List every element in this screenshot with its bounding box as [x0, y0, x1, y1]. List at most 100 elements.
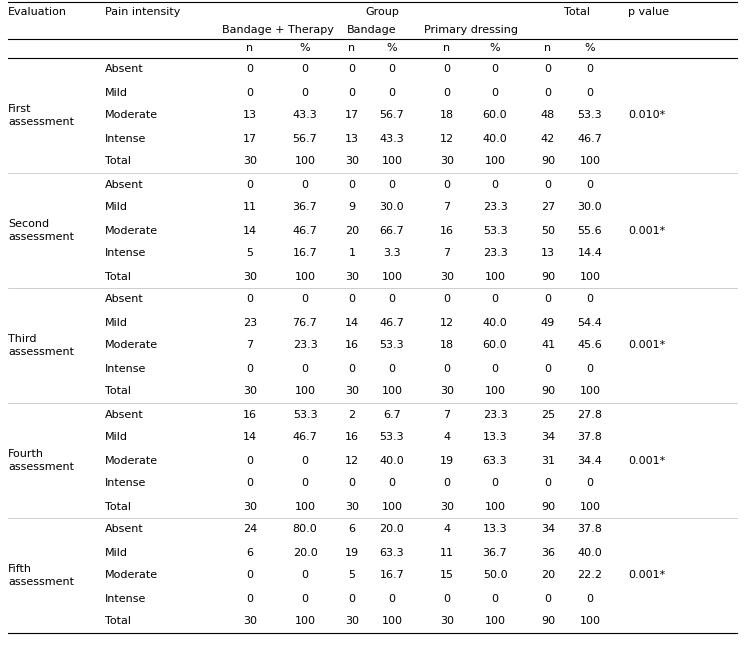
Text: 0: 0: [388, 87, 396, 98]
Text: 40.0: 40.0: [483, 133, 507, 144]
Text: Absent: Absent: [105, 65, 144, 74]
Text: 63.3: 63.3: [380, 547, 405, 558]
Text: 34: 34: [541, 432, 555, 443]
Text: 46.7: 46.7: [379, 318, 405, 327]
Text: 0: 0: [492, 479, 498, 488]
Text: 1: 1: [349, 248, 355, 259]
Text: 100: 100: [381, 617, 402, 626]
Text: 100: 100: [294, 157, 315, 166]
Text: 0: 0: [586, 179, 594, 190]
Text: 16.7: 16.7: [293, 248, 317, 259]
Text: First
assessment: First assessment: [8, 104, 74, 127]
Text: p value: p value: [628, 7, 669, 17]
Text: Evaluation: Evaluation: [8, 7, 67, 17]
Text: 0: 0: [545, 179, 551, 190]
Text: Mild: Mild: [105, 87, 128, 98]
Text: 100: 100: [294, 386, 315, 397]
Text: 11: 11: [440, 547, 454, 558]
Text: 37.8: 37.8: [577, 525, 603, 534]
Text: Intense: Intense: [105, 248, 146, 259]
Text: Moderate: Moderate: [105, 340, 158, 351]
Text: 30: 30: [243, 386, 257, 397]
Text: 0: 0: [388, 65, 396, 74]
Text: 0: 0: [586, 294, 594, 305]
Text: 30: 30: [345, 386, 359, 397]
Text: 30: 30: [440, 157, 454, 166]
Text: n: n: [247, 43, 253, 53]
Text: 100: 100: [580, 272, 600, 281]
Text: 34: 34: [541, 525, 555, 534]
Text: 9: 9: [349, 203, 355, 212]
Text: 100: 100: [294, 617, 315, 626]
Text: n: n: [349, 43, 355, 53]
Text: 13: 13: [541, 248, 555, 259]
Text: 14: 14: [243, 432, 257, 443]
Text: 0: 0: [247, 364, 253, 373]
Text: 0: 0: [388, 179, 396, 190]
Text: 50.0: 50.0: [483, 571, 507, 580]
Text: Total: Total: [105, 157, 131, 166]
Text: 0: 0: [443, 593, 451, 604]
Text: 55.6: 55.6: [577, 226, 602, 236]
Text: 23: 23: [243, 318, 257, 327]
Text: 0: 0: [302, 364, 308, 373]
Text: 0: 0: [545, 593, 551, 604]
Text: 27: 27: [541, 203, 555, 212]
Text: 7: 7: [443, 410, 451, 419]
Text: 0: 0: [247, 479, 253, 488]
Text: 0: 0: [302, 294, 308, 305]
Text: 12: 12: [345, 455, 359, 465]
Text: 0: 0: [349, 593, 355, 604]
Text: 0: 0: [586, 479, 594, 488]
Text: 60.0: 60.0: [483, 340, 507, 351]
Text: 41: 41: [541, 340, 555, 351]
Text: %: %: [387, 43, 397, 53]
Text: 0: 0: [388, 364, 396, 373]
Text: 45.6: 45.6: [577, 340, 603, 351]
Text: 53.3: 53.3: [380, 432, 405, 443]
Text: 49: 49: [541, 318, 555, 327]
Text: 3.3: 3.3: [383, 248, 401, 259]
Text: 0: 0: [586, 87, 594, 98]
Text: 0: 0: [302, 65, 308, 74]
Text: 42: 42: [541, 133, 555, 144]
Text: 80.0: 80.0: [293, 525, 317, 534]
Text: 100: 100: [484, 501, 506, 512]
Text: Total: Total: [105, 272, 131, 281]
Text: 90: 90: [541, 272, 555, 281]
Text: 60.0: 60.0: [483, 111, 507, 120]
Text: 30: 30: [243, 157, 257, 166]
Text: 100: 100: [580, 386, 600, 397]
Text: 76.7: 76.7: [293, 318, 317, 327]
Text: Absent: Absent: [105, 294, 144, 305]
Text: Mild: Mild: [105, 203, 128, 212]
Text: 2: 2: [349, 410, 355, 419]
Text: 0: 0: [443, 364, 451, 373]
Text: Third
assessment: Third assessment: [8, 334, 74, 356]
Text: Absent: Absent: [105, 179, 144, 190]
Text: 0: 0: [302, 455, 308, 465]
Text: 100: 100: [381, 272, 402, 281]
Text: 0.001*: 0.001*: [628, 455, 665, 465]
Text: 66.7: 66.7: [380, 226, 405, 236]
Text: 100: 100: [381, 157, 402, 166]
Text: 37.8: 37.8: [577, 432, 603, 443]
Text: 30.0: 30.0: [577, 203, 602, 212]
Text: 0: 0: [443, 294, 451, 305]
Text: 0: 0: [492, 179, 498, 190]
Text: 0: 0: [545, 65, 551, 74]
Text: 100: 100: [484, 157, 506, 166]
Text: 0: 0: [247, 65, 253, 74]
Text: 54.4: 54.4: [577, 318, 603, 327]
Text: 0: 0: [302, 87, 308, 98]
Text: 36.7: 36.7: [483, 547, 507, 558]
Text: 30: 30: [345, 272, 359, 281]
Text: 4: 4: [443, 525, 451, 534]
Text: 0: 0: [349, 65, 355, 74]
Text: 0: 0: [443, 65, 451, 74]
Text: 100: 100: [484, 386, 506, 397]
Text: 22.2: 22.2: [577, 571, 603, 580]
Text: 16: 16: [243, 410, 257, 419]
Text: 16: 16: [440, 226, 454, 236]
Text: 0: 0: [302, 593, 308, 604]
